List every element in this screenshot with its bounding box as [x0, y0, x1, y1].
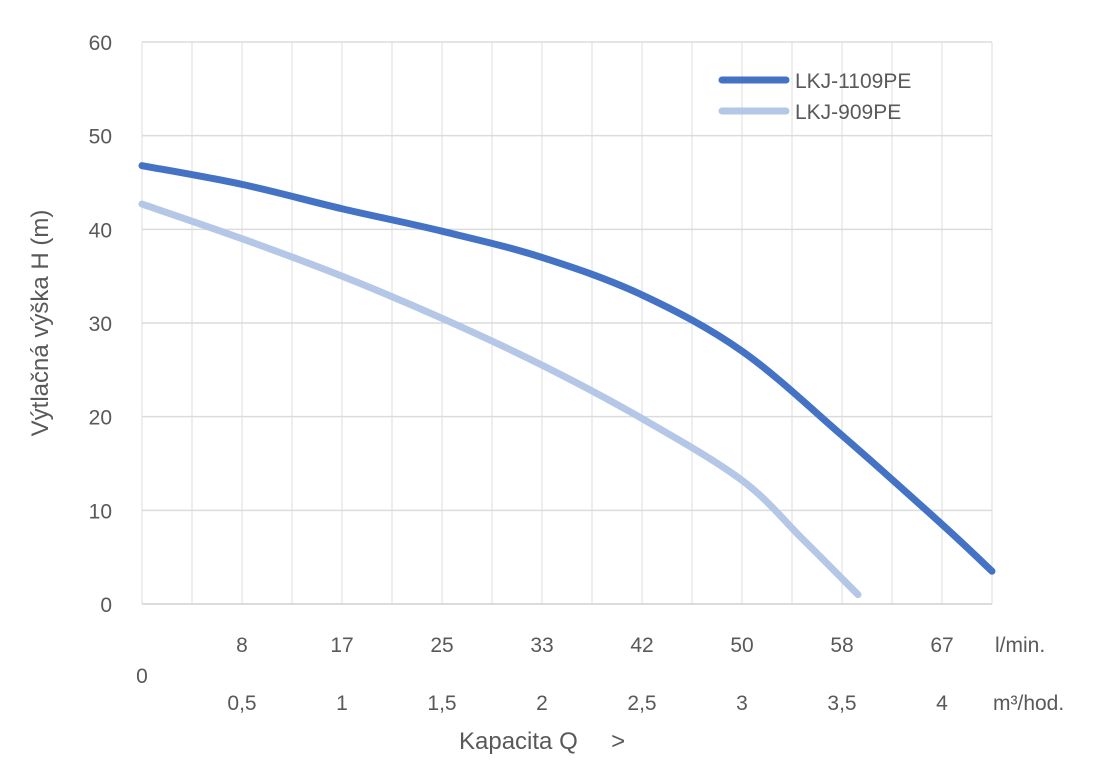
series-line-lkj-909pe: [138, 200, 862, 599]
y-axis-title: Výtlačná výška H (m): [27, 210, 54, 437]
x-tick-lmin: 17: [330, 634, 353, 657]
y-tick-label: 0: [100, 594, 112, 617]
x-tick-lmin: 67: [930, 634, 953, 657]
x-unit-m3h: m³/hod.: [993, 692, 1064, 715]
legend: LKJ-1109PE LKJ-909PE: [718, 70, 911, 124]
x-unit-lmin: l/min.: [995, 634, 1045, 657]
y-tick-label: 30: [89, 313, 112, 336]
y-tick-label: 40: [89, 219, 112, 242]
x-tick-lmin: 8: [236, 634, 248, 657]
y-tick-label: 10: [89, 500, 112, 523]
x-tick-lmin: 25: [430, 634, 453, 657]
x-axis-ticks: 0 l/min. m³/hod. 8 17 25 33 42 50 58 670,5 1 1,5 2…: [136, 634, 1064, 715]
x-origin-label: 0: [136, 665, 148, 688]
y-tick-label: 50: [89, 126, 112, 149]
y-axis-ticks: 0 10 20 30 40 50 60: [89, 32, 112, 617]
x-tick-m3h: 1: [336, 692, 348, 715]
x-tick-lmin: 50: [730, 634, 753, 657]
x-tick-m3h: 3: [736, 692, 748, 715]
grid: [141, 41, 993, 605]
x-tick-lmin: 42: [630, 634, 653, 657]
x-tick-lmin: 33: [530, 634, 553, 657]
x-tick-m3h: 0,5: [227, 692, 256, 715]
x-axis-title: Kapacita Q >: [459, 728, 625, 755]
x-tick-m3h: 4: [936, 692, 948, 715]
y-tick-label: 20: [89, 407, 112, 430]
legend-label-lkj-1109pe: LKJ-1109PE: [795, 70, 911, 93]
series-lines: [138, 162, 996, 599]
x-tick-m3h: 3,5: [827, 692, 856, 715]
series-line-lkj-1109pe: [138, 162, 996, 575]
x-tick-m3h: 1,5: [427, 692, 456, 715]
x-tick-lmin: 58: [830, 634, 853, 657]
legend-label-lkj-909pe: LKJ-909PE: [795, 101, 901, 124]
y-tick-label: 60: [89, 32, 112, 55]
x-tick-m3h: 2: [536, 692, 548, 715]
x-tick-m3h: 2,5: [627, 692, 656, 715]
